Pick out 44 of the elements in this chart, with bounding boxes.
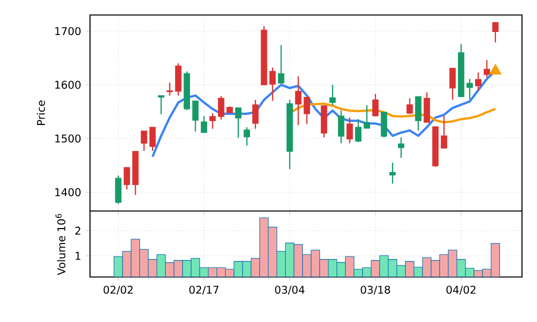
candlestick [252, 99, 259, 130]
candlestick [200, 115, 208, 134]
x-tick-label: 02/02 [104, 286, 133, 295]
y-tick-label: 1 [76, 252, 80, 260]
x-tick-label: 03/04 [275, 286, 304, 295]
candlestick [192, 100, 199, 132]
candlestick [492, 22, 499, 43]
x-tick-label: 02/17 [189, 286, 218, 295]
candlestick [355, 118, 362, 143]
candlestick [406, 98, 413, 114]
candlestick [338, 110, 344, 144]
candlestick [269, 67, 276, 102]
candlestick [484, 60, 490, 78]
y-tick-label: 1600 [55, 80, 81, 89]
candlestick [140, 130, 148, 152]
candlestick [346, 116, 353, 144]
candlestick [329, 84, 336, 106]
y-tick-label: 1700 [55, 27, 81, 36]
y-axis-title: Price [36, 100, 45, 125]
candlestick [304, 96, 310, 125]
x-tick-label: 03/18 [360, 286, 390, 295]
candlestick [449, 68, 456, 100]
candlestick [149, 126, 156, 152]
candlestick [466, 78, 473, 100]
x-tick-label: 04/02 [446, 286, 476, 295]
candlestick [389, 162, 396, 184]
candlestick [398, 136, 404, 158]
candlestick [372, 93, 379, 118]
y-tick-label: 1400 [55, 188, 81, 196]
candlestick [244, 126, 250, 146]
candlestick [278, 44, 284, 84]
candlestick [158, 94, 164, 115]
candlestick [364, 104, 370, 129]
candlestick [295, 76, 302, 126]
candlestick [124, 166, 130, 190]
candlestick [166, 82, 173, 96]
candlestick [209, 112, 216, 130]
y-tick-label: 2 [75, 226, 80, 235]
y-tick-label: 1500 [55, 134, 81, 143]
y-axis-title: Volume 10$^{6}$ [56, 214, 66, 276]
candlestick [218, 95, 224, 120]
candlestick [235, 107, 242, 139]
candlestick [440, 115, 448, 149]
candlestick [475, 72, 482, 91]
